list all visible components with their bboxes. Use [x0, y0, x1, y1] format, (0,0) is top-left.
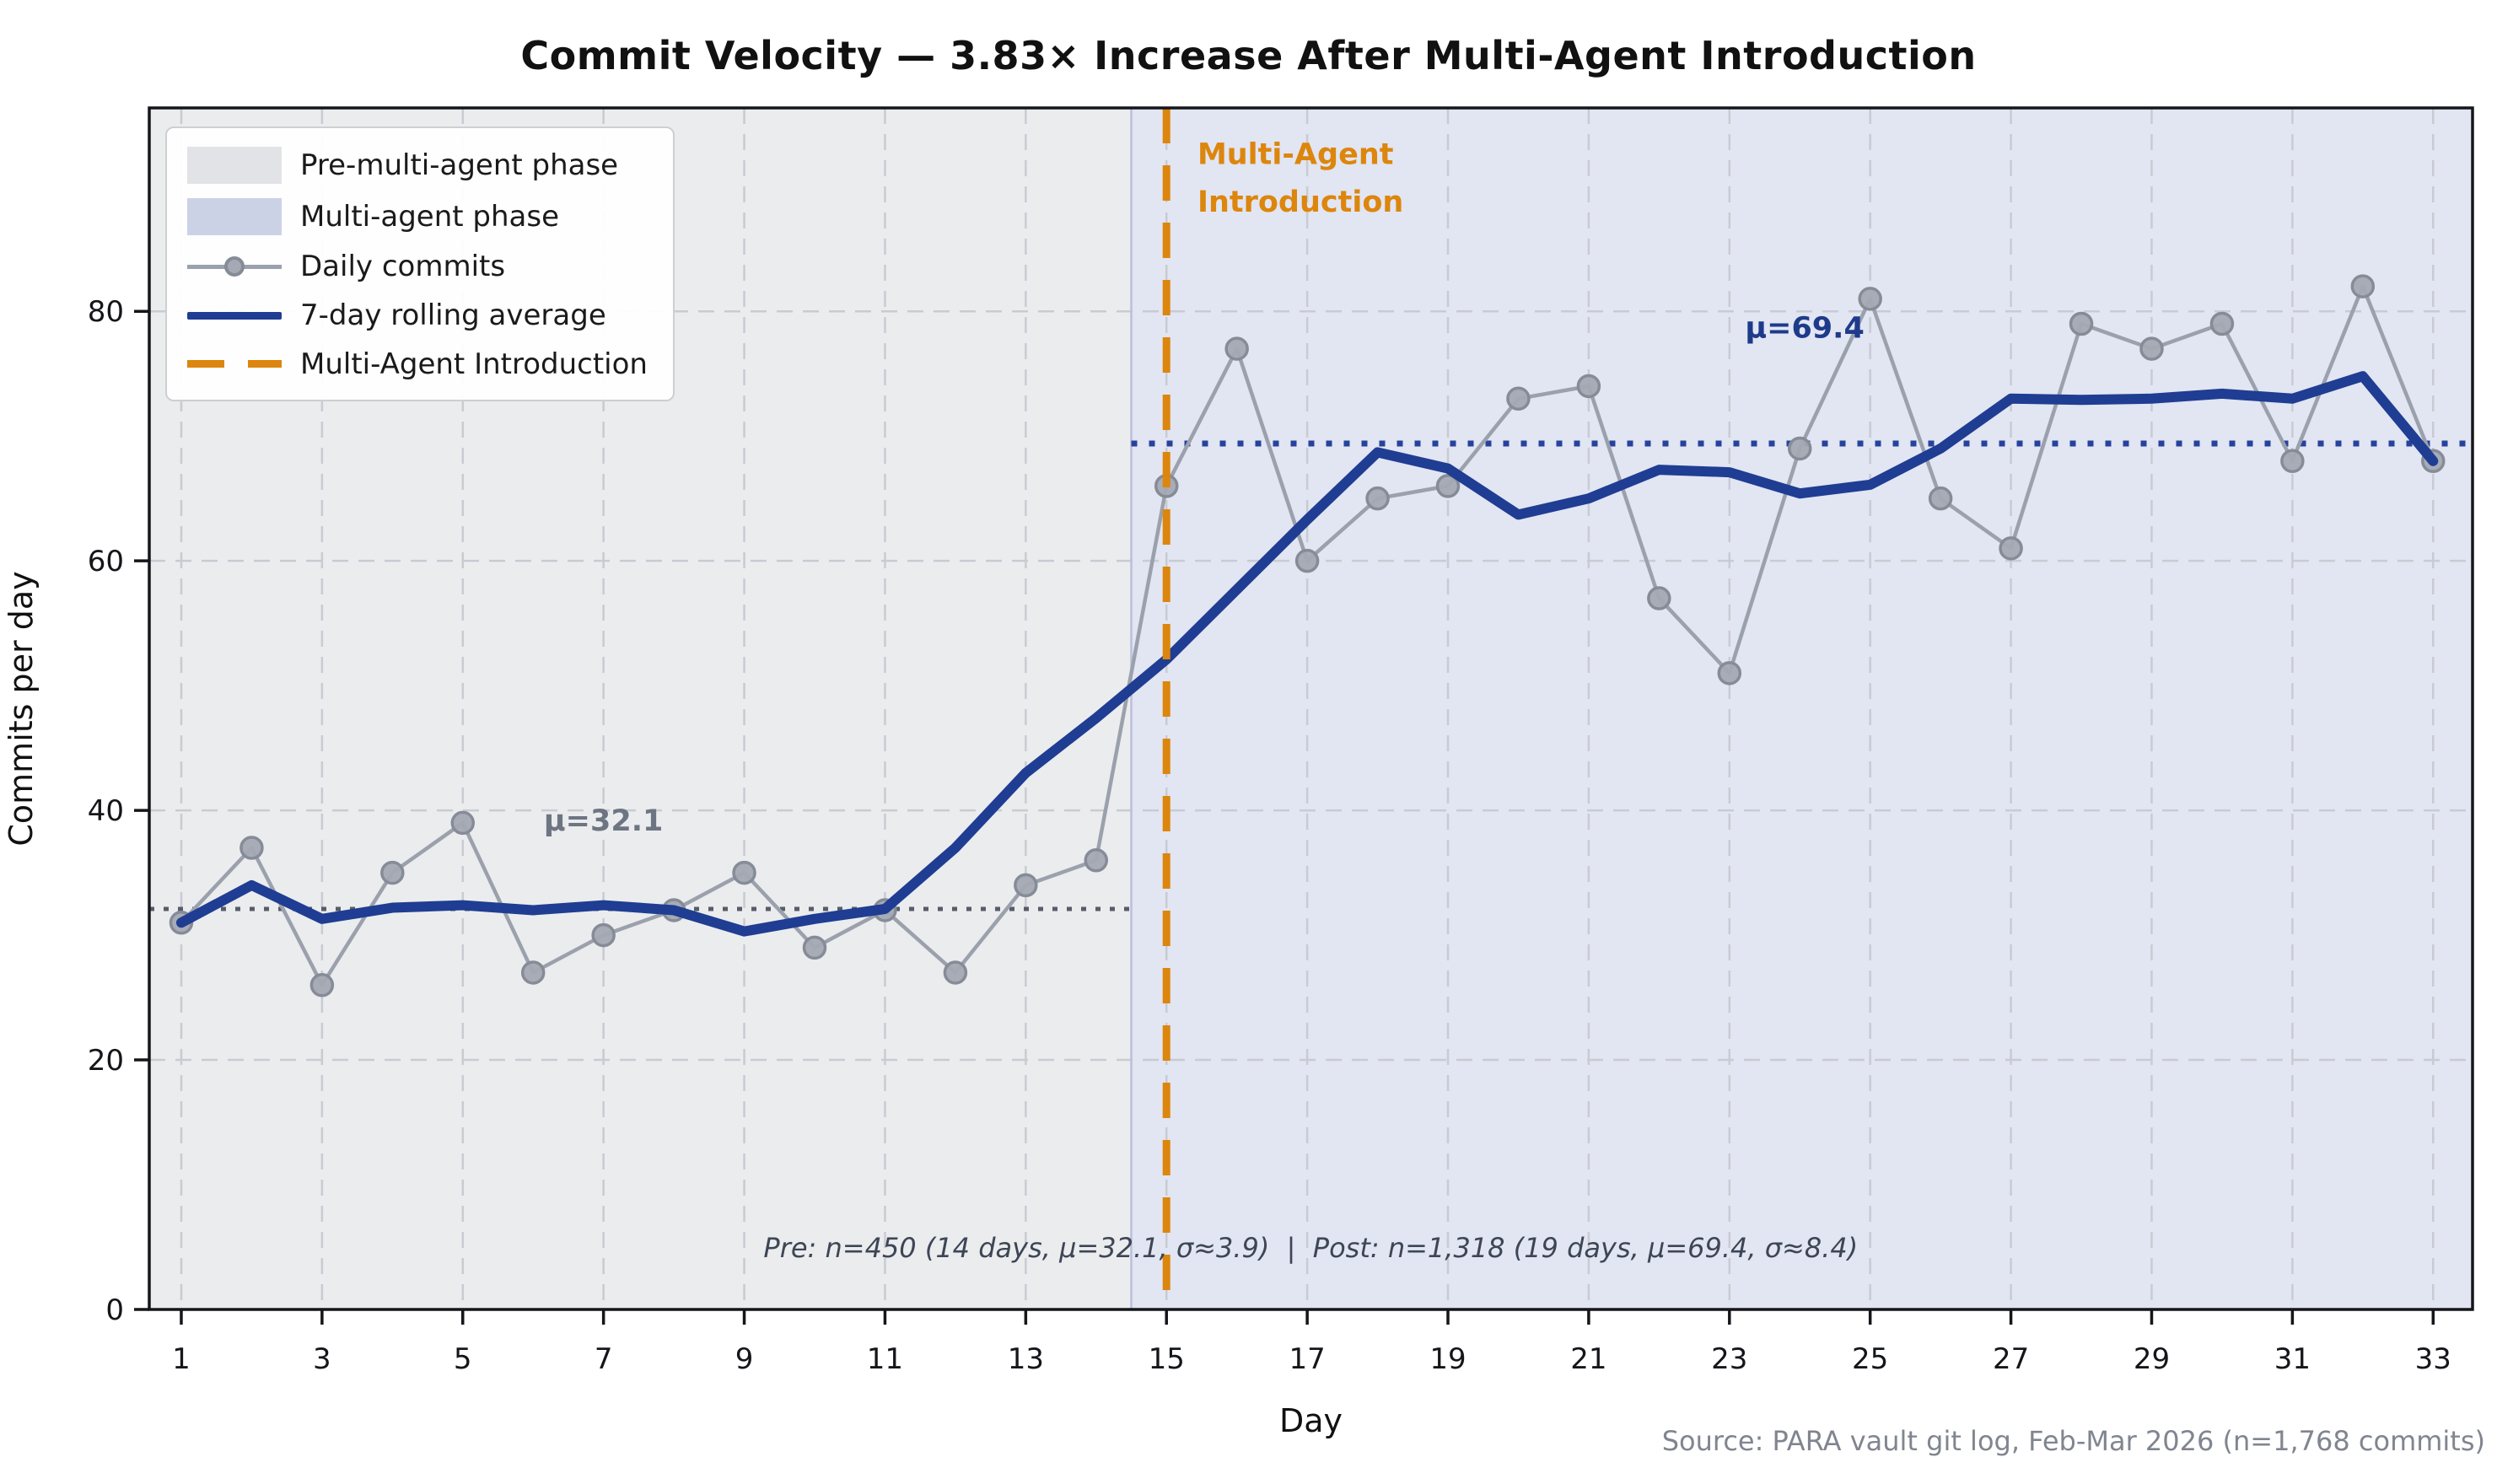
data-point-day-3: [309, 973, 335, 997]
legend-label: Multi-agent phase: [300, 199, 559, 234]
legend-item-multi-phase: Multi-agent phase: [187, 198, 648, 235]
y-tick-label: 80: [88, 295, 124, 329]
data-point-day-13: [1014, 873, 1038, 898]
multi-phase-swatch-icon: [187, 198, 282, 235]
data-point-day-29: [2139, 336, 2164, 361]
x-tick-label: 25: [1852, 1342, 1888, 1376]
x-tick-label: 3: [313, 1342, 331, 1376]
y-tick-label: 60: [88, 545, 124, 578]
source-note: Source: PARA vault git log, Feb-Mar 2026…: [1661, 1425, 2485, 1457]
x-tick-label: 5: [454, 1342, 472, 1376]
pre-phase-swatch-icon: [187, 147, 282, 184]
x-tick-label: 19: [1429, 1342, 1466, 1376]
legend-item-daily-commits: Daily commits: [187, 250, 648, 284]
y-tick-label: 20: [88, 1044, 124, 1078]
data-point-day-31: [2280, 449, 2305, 474]
data-point-day-25: [1858, 287, 1882, 311]
mu-pre-label: μ=32.1: [544, 804, 663, 838]
rolling-average-line-icon: [187, 311, 282, 320]
mu-post-label: μ=69.4: [1745, 311, 1864, 345]
data-point-day-21: [1576, 374, 1601, 399]
data-point-day-17: [1294, 548, 1320, 573]
data-point-day-4: [380, 860, 405, 885]
data-point-day-10: [802, 935, 827, 960]
legend-label: Daily commits: [300, 250, 506, 283]
x-tick-label: 7: [595, 1342, 613, 1376]
data-point-day-18: [1365, 486, 1390, 511]
x-tick-label: 17: [1289, 1342, 1325, 1376]
x-tick-label: 9: [735, 1342, 754, 1376]
x-tick-label: 13: [1008, 1342, 1044, 1376]
data-point-day-16: [1224, 336, 1249, 361]
data-point-day-20: [1506, 386, 1531, 411]
data-point-day-22: [1647, 586, 1671, 610]
x-axis-label: Day: [1279, 1402, 1343, 1439]
data-point-day-24: [1787, 436, 1812, 461]
stats-footnote: Pre: n=450 (14 days, μ=32.1, σ≈3.9) | Po…: [763, 1232, 1858, 1264]
legend-item-pre-phase: Pre-multi-agent phase: [187, 147, 648, 184]
legend-item-rolling-average: 7-day rolling average: [187, 298, 648, 333]
daily-commits-line-icon: [187, 256, 282, 277]
y-tick-label: 40: [88, 794, 124, 828]
data-point-day-28: [2069, 311, 2094, 336]
data-point-day-23: [1717, 661, 1742, 686]
x-tick-label: 33: [2415, 1342, 2451, 1376]
x-tick-label: 27: [1993, 1342, 2029, 1376]
x-tick-label: 21: [1570, 1342, 1606, 1376]
data-point-day-7: [591, 922, 616, 948]
data-point-day-9: [732, 860, 756, 885]
data-point-day-26: [1928, 486, 1953, 511]
data-point-day-12: [943, 960, 968, 985]
x-tick-label: 31: [2274, 1342, 2311, 1376]
intro-label-line2: Introduction: [1197, 186, 1403, 219]
multi-agent-phase-region: [1131, 108, 2473, 1309]
chart-legend: Pre-multi-agent phase Multi-agent phase …: [165, 126, 675, 402]
data-point-day-32: [2350, 274, 2376, 298]
data-point-day-19: [1435, 474, 1461, 498]
introduction-dashed-line-icon: [187, 360, 282, 368]
chart-title: Commit Velocity — 3.83× Increase After M…: [520, 32, 1977, 78]
data-point-day-6: [520, 960, 546, 985]
data-point-day-5: [450, 810, 476, 836]
legend-item-introduction: Multi-Agent Introduction: [187, 347, 648, 382]
legend-label: 7-day rolling average: [300, 298, 606, 332]
data-point-day-14: [1084, 848, 1109, 873]
data-point-day-30: [2209, 311, 2235, 336]
x-tick-label: 23: [1711, 1342, 1747, 1376]
plot-border: [148, 106, 2474, 1311]
y-axis-label: Commits per day: [3, 571, 40, 846]
intro-label-line1: Multi-Agent: [1197, 138, 1394, 172]
data-point-day-2: [239, 836, 264, 860]
x-tick-label: 15: [1149, 1342, 1185, 1376]
data-point-day-27: [1999, 536, 2023, 561]
x-tick-label: 11: [867, 1342, 903, 1376]
x-tick-label: 29: [2134, 1342, 2170, 1376]
legend-label: Multi-Agent Introduction: [300, 347, 648, 381]
rolling-average-line: [175, 371, 2439, 937]
x-tick-label: 1: [172, 1342, 191, 1376]
y-tick-label: 0: [105, 1293, 124, 1327]
legend-label: Pre-multi-agent phase: [300, 148, 619, 182]
